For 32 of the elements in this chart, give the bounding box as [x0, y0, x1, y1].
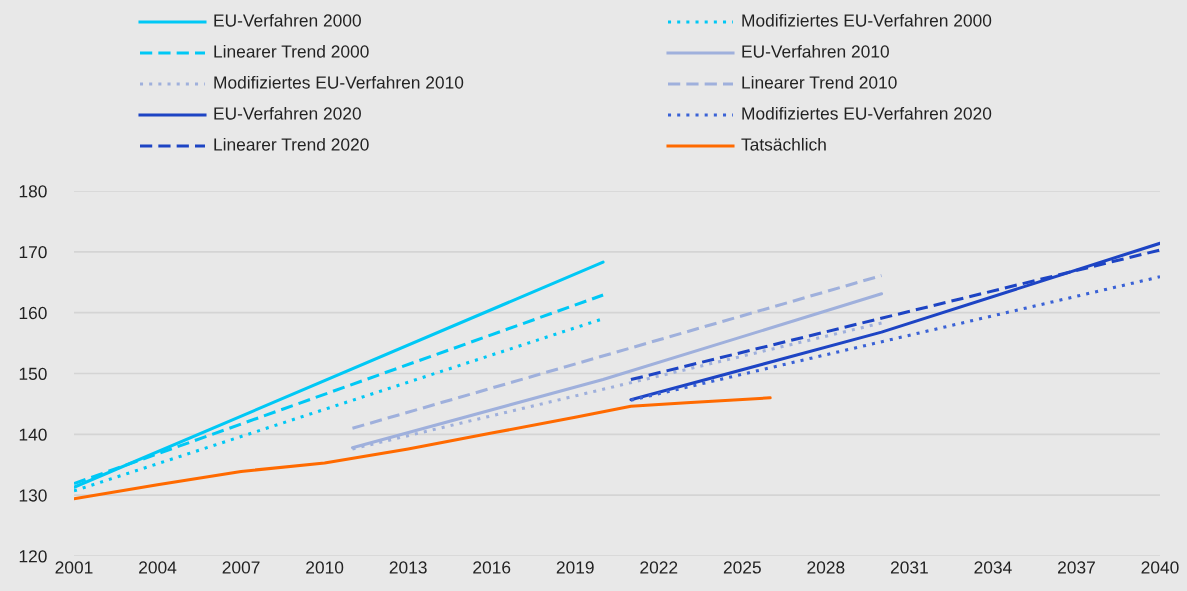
x-tick-label: 2028: [807, 561, 845, 574]
y-tick-label: 180: [19, 185, 47, 198]
x-tick-label: 2025: [723, 561, 761, 574]
legend-label: Modifiziertes EU-Verfahren 2000: [742, 13, 992, 27]
legend-label: Linearer Trend 2010: [742, 75, 897, 89]
legend-label: Tatsächlich: [741, 137, 826, 151]
x-tick-label: 2031: [890, 561, 928, 574]
y-tick-label: 130: [19, 489, 47, 502]
y-tick-label: 150: [19, 367, 47, 380]
x-tick-label: 2016: [473, 561, 511, 574]
legend-label: Linearer Trend 2000: [214, 44, 369, 58]
x-tick-label: 2019: [556, 561, 594, 574]
y-tick-label: 140: [19, 428, 47, 441]
legend-label: Modifiziertes EU-Verfahren 2010: [214, 75, 464, 89]
legend-label: Linearer Trend 2020: [214, 137, 369, 151]
x-tick-label: 2040: [1141, 561, 1179, 574]
y-tick-label: 160: [19, 306, 47, 320]
x-tick-label: 2001: [55, 561, 93, 574]
y-tick-label: 120: [19, 550, 47, 563]
legend-label: Modifiziertes EU-Verfahren 2020: [742, 106, 992, 120]
x-tick-label: 2034: [974, 561, 1012, 574]
legend-label: EU-Verfahren 2000: [214, 13, 361, 27]
legend-label: EU-Verfahren 2010: [742, 44, 889, 58]
legend-label: EU-Verfahren 2020: [214, 106, 361, 120]
x-tick-label: 2037: [1058, 561, 1095, 574]
x-tick-label: 2004: [139, 561, 177, 574]
line-series: [74, 396, 772, 501]
x-tick-label: 2013: [389, 561, 427, 574]
x-tick-label: 2007: [222, 561, 260, 574]
x-tick-label: 2022: [640, 561, 678, 574]
y-tick-label: 170: [19, 246, 47, 259]
x-tick-label: 2010: [306, 561, 344, 574]
